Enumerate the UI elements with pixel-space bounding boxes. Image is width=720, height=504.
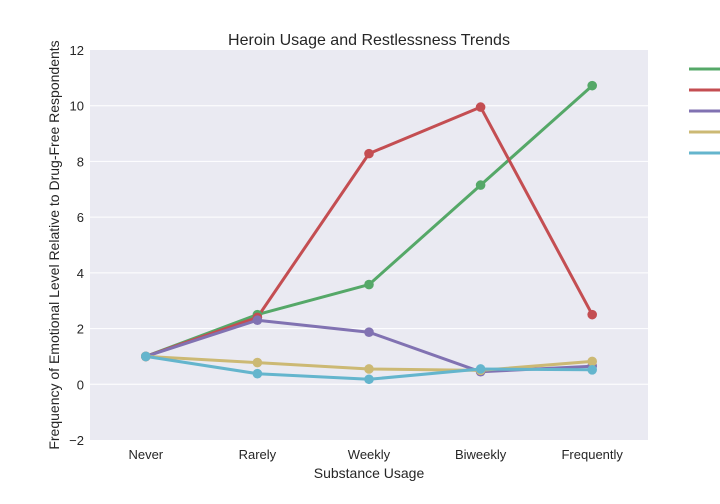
data-point bbox=[252, 357, 263, 368]
y-tick-label: 10 bbox=[70, 99, 84, 114]
data-point bbox=[141, 351, 151, 362]
x-tick-label: Weekly bbox=[348, 447, 391, 462]
chart-title: Heroin Usage and Restlessness Trends bbox=[228, 32, 510, 49]
x-tick-label: Never bbox=[128, 447, 163, 462]
y-tick-label: 12 bbox=[70, 43, 84, 58]
y-axis-label: Frequency of Emotional Level Relative to… bbox=[46, 40, 62, 449]
data-point bbox=[587, 80, 597, 91]
data-point bbox=[364, 374, 374, 385]
x-tick-label: Frequently bbox=[561, 447, 623, 462]
data-point bbox=[475, 180, 486, 190]
data-point bbox=[252, 368, 263, 379]
x-tick-label: Rarely bbox=[239, 447, 277, 462]
x-tick-labels: Never Rarely Weekly Biweekly Frequently bbox=[128, 447, 623, 462]
y-tick-labels: −2 0 2 4 6 8 10 12 bbox=[69, 43, 84, 448]
data-point bbox=[364, 279, 374, 290]
data-point bbox=[587, 356, 597, 367]
data-point bbox=[587, 309, 597, 320]
y-tick-label: 4 bbox=[77, 266, 84, 281]
data-point bbox=[364, 327, 374, 337]
y-tick-label: 6 bbox=[77, 210, 84, 225]
x-axis-label: Substance Usage bbox=[314, 465, 425, 481]
data-point bbox=[364, 148, 374, 159]
data-point bbox=[587, 365, 597, 375]
y-tick-label: 2 bbox=[77, 322, 84, 337]
series-points bbox=[141, 80, 597, 385]
y-tick-label: −2 bbox=[69, 433, 84, 448]
x-tick-label: Biweekly bbox=[455, 447, 507, 462]
data-point bbox=[252, 315, 263, 326]
data-point bbox=[475, 364, 486, 374]
data-point bbox=[475, 102, 486, 112]
y-tick-label: 0 bbox=[77, 377, 84, 392]
y-tick-label: 8 bbox=[77, 154, 84, 169]
data-point bbox=[364, 364, 374, 374]
legend bbox=[689, 67, 720, 155]
